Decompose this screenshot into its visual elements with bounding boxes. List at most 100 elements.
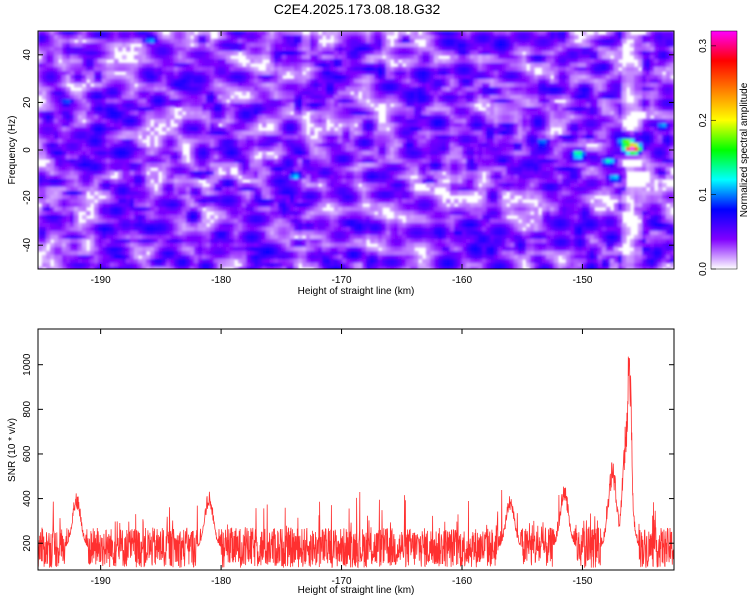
heatmap-cell bbox=[358, 155, 363, 160]
heatmap-cell bbox=[478, 51, 483, 56]
heatmap-cell bbox=[258, 31, 263, 36]
heatmap-cell bbox=[494, 83, 499, 88]
heatmap-cell bbox=[634, 143, 639, 148]
heatmap-cell bbox=[662, 127, 667, 132]
heatmap-cell bbox=[490, 147, 495, 152]
heatmap-cell bbox=[626, 75, 631, 80]
heatmap-cell bbox=[662, 79, 667, 84]
heatmap-cell bbox=[222, 131, 227, 136]
heatmap-cell bbox=[410, 139, 415, 144]
heatmap-cell bbox=[438, 83, 443, 88]
heatmap-cell bbox=[170, 99, 175, 104]
heatmap-cell bbox=[574, 63, 579, 68]
heatmap-cell bbox=[490, 131, 495, 136]
heatmap-cell bbox=[190, 127, 195, 132]
heatmap-cell bbox=[234, 131, 239, 136]
heatmap-cell bbox=[302, 51, 307, 56]
heatmap-cell bbox=[114, 35, 119, 40]
heatmap-cell bbox=[390, 71, 395, 76]
heatmap-cell bbox=[418, 111, 423, 116]
heatmap-cell bbox=[450, 131, 455, 136]
heatmap-cell bbox=[338, 63, 343, 68]
heatmap-cell bbox=[418, 63, 423, 68]
heatmap-cell bbox=[50, 91, 55, 96]
heatmap-cell bbox=[102, 63, 107, 68]
heatmap-cell bbox=[374, 159, 379, 164]
heatmap-cell bbox=[210, 39, 215, 44]
heatmap-cell bbox=[410, 35, 415, 40]
heatmap-cell bbox=[350, 139, 355, 144]
heatmap-cell bbox=[362, 135, 367, 140]
heatmap-cell bbox=[650, 63, 655, 68]
heatmap-cell bbox=[142, 91, 147, 96]
heatmap-cell bbox=[294, 67, 299, 72]
heatmap-cell bbox=[122, 131, 127, 136]
heatmap-cell bbox=[438, 139, 443, 144]
heatmap-cell bbox=[474, 87, 479, 92]
heatmap-cell bbox=[322, 55, 327, 60]
heatmap-cell bbox=[186, 107, 191, 112]
heatmap-cell bbox=[142, 131, 147, 136]
heatmap-cell bbox=[474, 83, 479, 88]
heatmap-cell bbox=[430, 75, 435, 80]
heatmap-cell bbox=[374, 143, 379, 148]
heatmap-cell bbox=[266, 67, 271, 72]
heatmap-cell bbox=[414, 31, 419, 36]
heatmap-cell bbox=[254, 107, 259, 112]
heatmap-cell bbox=[162, 163, 167, 168]
heatmap-cell bbox=[122, 159, 127, 164]
heatmap-cell bbox=[290, 143, 295, 148]
heatmap-cell bbox=[482, 143, 487, 148]
heatmap-cell bbox=[542, 155, 547, 160]
heatmap-cell bbox=[558, 123, 563, 128]
heatmap-cell bbox=[610, 119, 615, 124]
heatmap-cell bbox=[238, 155, 243, 160]
heatmap-cell bbox=[146, 99, 151, 104]
heatmap-cell bbox=[342, 103, 347, 108]
heatmap-cell bbox=[278, 31, 283, 36]
heatmap-cell bbox=[426, 51, 431, 56]
heatmap-cell bbox=[562, 115, 567, 120]
heatmap-cell bbox=[70, 43, 75, 48]
heatmap-cell bbox=[450, 51, 455, 56]
heatmap-cell bbox=[62, 55, 67, 60]
heatmap-cell bbox=[190, 155, 195, 160]
heatmap-cell bbox=[550, 159, 555, 164]
heatmap-cell bbox=[602, 47, 607, 52]
heatmap-cell bbox=[470, 143, 475, 148]
heatmap-cell bbox=[602, 119, 607, 124]
heatmap-cell bbox=[478, 155, 483, 160]
heatmap-cell bbox=[70, 127, 75, 132]
heatmap-cell bbox=[222, 75, 227, 80]
heatmap-cell bbox=[302, 83, 307, 88]
heatmap-cell bbox=[554, 95, 559, 100]
heatmap-cell bbox=[554, 75, 559, 80]
heatmap-cell bbox=[378, 151, 383, 156]
heatmap-cell bbox=[430, 131, 435, 136]
heatmap-cell bbox=[566, 159, 571, 164]
heatmap-cell bbox=[362, 39, 367, 44]
heatmap-cell bbox=[410, 47, 415, 52]
heatmap-cell bbox=[502, 99, 507, 104]
heatmap-cell bbox=[298, 103, 303, 108]
heatmap-cell bbox=[118, 147, 123, 152]
heatmap-cell bbox=[130, 95, 135, 100]
heatmap-cell bbox=[646, 71, 651, 76]
heatmap-cell bbox=[306, 51, 311, 56]
heatmap-cell bbox=[198, 55, 203, 60]
heatmap-cell bbox=[494, 123, 499, 128]
heatmap-cell bbox=[230, 39, 235, 44]
heatmap-cell bbox=[582, 131, 587, 136]
heatmap-cell bbox=[198, 163, 203, 168]
heatmap-cell bbox=[106, 55, 111, 60]
heatmap-cell bbox=[166, 75, 171, 80]
heatmap-cell bbox=[46, 135, 51, 140]
heatmap-cell bbox=[86, 139, 91, 144]
heatmap-cell bbox=[426, 103, 431, 108]
heatmap-cell bbox=[482, 51, 487, 56]
heatmap-cell bbox=[330, 63, 335, 68]
heatmap-cell bbox=[74, 151, 79, 156]
heatmap-cell bbox=[42, 83, 47, 88]
heatmap-cell bbox=[334, 43, 339, 48]
heatmap-cell bbox=[90, 111, 95, 116]
